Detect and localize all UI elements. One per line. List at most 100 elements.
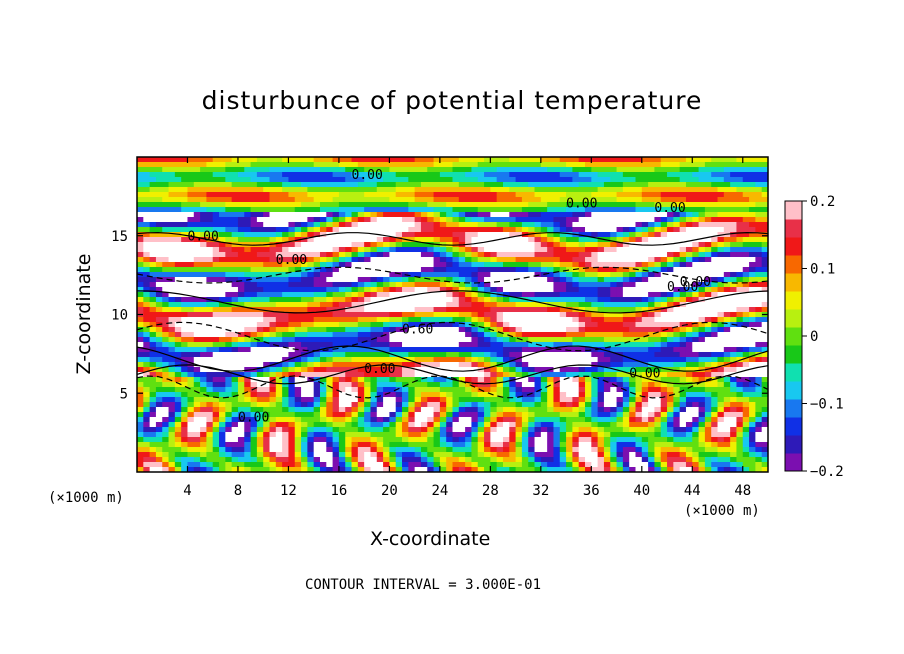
field-cell [187,382,195,388]
field-cell [389,397,397,403]
field-cell [439,292,447,298]
field-cell [698,227,706,233]
field-cell [155,297,163,303]
field-cell [698,322,706,328]
field-cell [338,322,346,328]
field-cell [395,312,403,318]
field-cell [578,347,586,353]
field-cell [301,172,308,178]
field-cell [219,267,226,273]
field-cell [282,332,290,338]
field-cell [585,302,592,308]
field-cell [622,367,630,373]
field-cell [212,267,220,273]
field-cell [168,367,176,373]
field-cell [559,212,567,218]
field-cell [181,237,189,243]
field-cell [711,212,719,218]
field-cell [616,162,624,168]
field-cell [143,377,151,383]
field-cell [509,227,517,233]
field-cell [294,202,302,208]
field-cell [364,217,372,223]
field-cell [307,227,315,233]
field-cell [225,252,233,258]
field-cell [427,377,435,383]
field-cell [427,367,435,373]
field-cell [528,242,536,248]
field-cell [395,197,403,203]
field-cell [591,297,599,303]
field-cell [761,292,768,298]
field-cell [496,172,504,178]
field-cell [603,307,611,313]
field-cell [629,162,637,168]
field-cell [622,322,630,328]
field-cell [553,172,561,178]
field-cell [313,317,321,323]
field-cell [231,382,239,388]
field-cell [610,177,618,183]
field-cell [402,352,409,358]
field-cell [521,287,529,293]
field-cell [212,247,220,253]
field-cell [319,287,327,293]
field-cell [698,297,706,303]
field-cell [364,197,372,203]
field-cell [237,287,245,293]
field-cell [414,177,422,183]
field-cell [484,227,491,233]
field-cell [219,157,226,163]
field-cell [193,247,201,253]
field-cell [629,362,637,368]
field-cell [698,212,706,218]
field-cell [452,342,460,348]
field-cell [225,277,233,283]
field-cell [250,307,258,313]
field-cell [540,282,548,288]
field-cell [402,232,409,238]
field-cell [521,222,529,228]
field-cell [654,172,662,178]
field-cell [502,372,510,378]
field-cell [351,267,359,273]
field-cell [137,217,144,223]
field-cell [635,277,643,283]
field-cell [742,402,750,408]
field-cell [313,342,321,348]
field-cell [452,197,460,203]
field-cell [181,202,189,208]
field-cell [376,352,384,358]
field-cell [509,177,517,183]
field-cell [547,172,555,178]
field-cell [301,197,308,203]
field-cell [471,292,479,298]
field-cell [294,182,302,188]
field-cell [307,312,315,318]
field-cell [496,282,504,288]
field-cell [162,397,170,403]
field-cell [521,267,529,273]
field-cell [370,197,378,203]
field-cell [717,367,725,373]
field-cell [547,187,555,193]
field-cell [553,217,561,223]
field-cell [149,217,157,223]
field-cell [566,217,573,223]
field-cell [761,342,768,348]
field-cell [408,357,416,363]
field-cell [294,157,302,163]
field-cell [559,182,567,188]
field-cell [345,322,353,328]
field-cell [269,347,277,353]
field-cell [591,267,599,273]
field-cell [439,257,447,263]
field-cell [174,282,182,288]
field-cell [641,297,649,303]
field-cell [414,267,422,273]
field-cell [395,332,403,338]
field-cell [717,322,725,328]
field-cell [319,342,327,348]
field-cell [319,282,327,288]
field-cell [465,312,473,318]
